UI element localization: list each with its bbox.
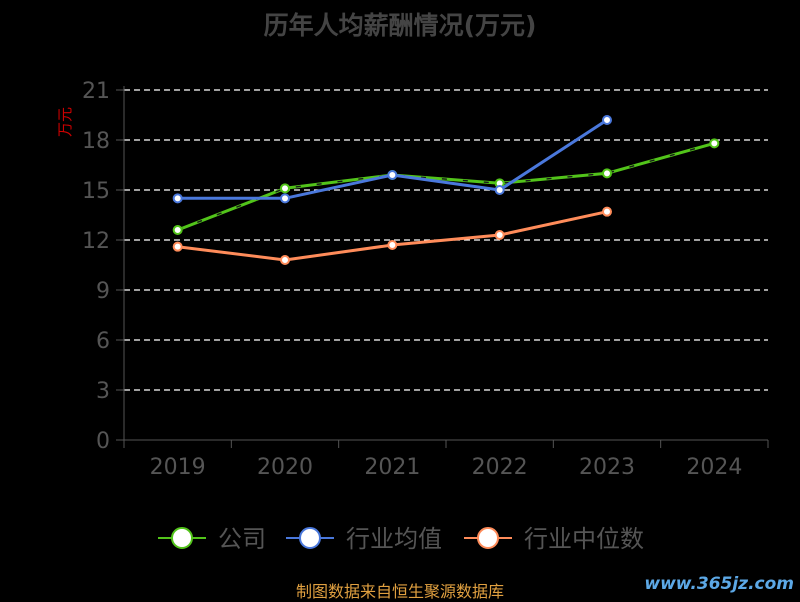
legend-swatch-marker [171,527,193,549]
x-tick-label: 2022 [472,455,528,480]
legend-label: 行业中位数 [524,525,644,553]
legend: 公司 行业均值 行业中位数 [158,525,644,553]
legend-swatch-marker [299,527,321,549]
y-tick-label: 18 [82,129,110,154]
y-tick-label: 0 [96,429,110,454]
data-point [280,183,290,194]
y-tick-label: 12 [82,229,110,254]
data-point [709,138,720,149]
x-tick-label: 2024 [686,455,742,480]
data-point [602,206,612,217]
series-line-dash-overlay-0 [177,142,715,231]
x-tick-label: 2020 [257,455,313,480]
x-tick-label: 2023 [579,455,635,480]
legend-item-0: 公司 [158,525,266,553]
data-point [494,185,505,195]
legend-item-2: 行业中位数 [464,525,644,553]
data-point [280,193,290,204]
axes: 0 3 6 9 12 15 18 21 2019 2020 2021 2022 2023 2024 万元 [56,79,769,480]
data-point [387,240,398,250]
data-point [280,255,290,265]
y-tick-label: 6 [96,329,110,354]
data-point [602,115,612,125]
source-note: 制图数据来自恒生聚源数据库 [295,582,504,601]
legend-label: 公司 [218,525,266,553]
legend-item-1: 行业均值 [286,525,442,553]
series-line-1 [177,118,608,200]
y-tick-label: 21 [82,79,110,104]
data-point [172,241,183,252]
watermark: www.365jz.com [644,574,794,594]
x-tick-label: 2019 [150,455,206,480]
chart-title: 历年人均薪酬情况(万元) [263,11,537,40]
y-axis-label: 万元 [56,107,74,137]
legend-swatch-marker [477,527,499,549]
data-point [602,168,612,179]
data-point [494,230,505,240]
data-point [172,193,183,204]
y-tick-label: 3 [96,379,110,404]
legend-label: 行业均值 [346,525,442,553]
series-line-0 [177,141,715,232]
data-point [172,225,183,235]
series-line-2 [177,210,608,262]
x-tick-label: 2021 [364,455,420,480]
series-lines [172,115,720,265]
y-tick-label: 15 [82,179,110,204]
y-tick-label: 9 [96,279,110,304]
data-point [387,170,398,180]
